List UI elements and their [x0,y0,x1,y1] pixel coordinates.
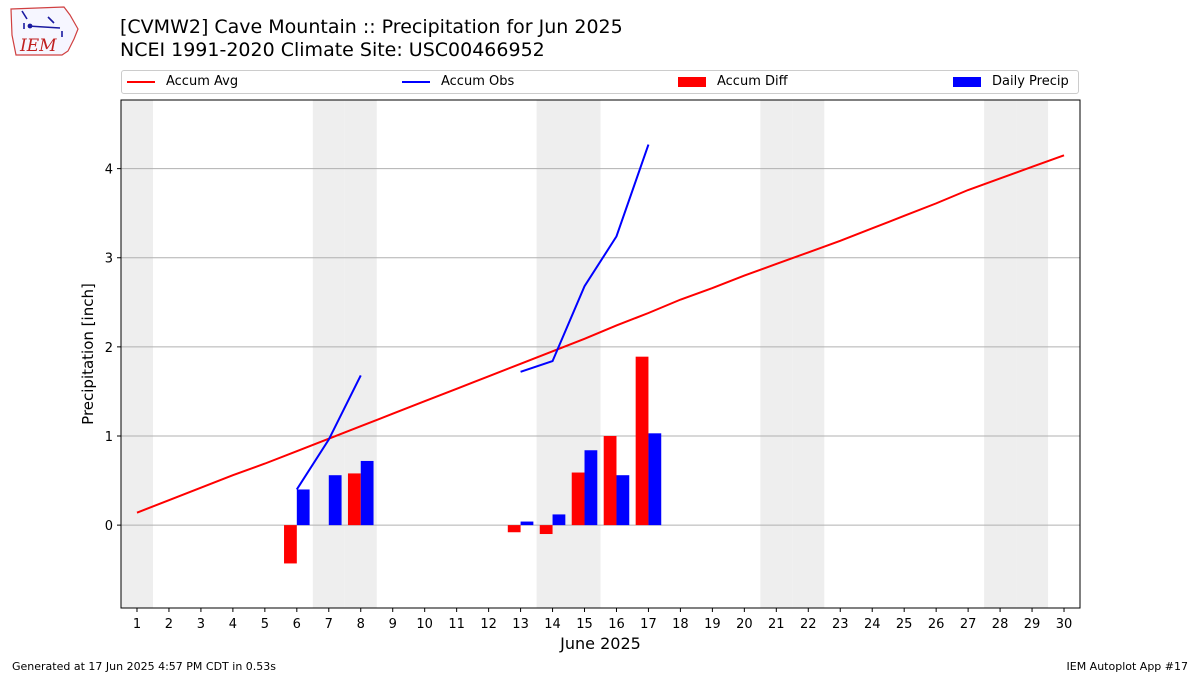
xtick-label-4: 4 [229,617,237,632]
bar-daily-precip-day-8 [360,460,374,526]
ytick-label-2: 2 [105,341,113,356]
legend-swatch-accum-obs [402,80,430,83]
xtick-label-19: 19 [704,617,721,632]
xtick-label-26: 26 [928,617,945,632]
xtick-label-3: 3 [197,617,205,632]
weekend-shade-day-28 [984,100,1017,608]
legend: Accum Avg Accum Obs Accum Diff Daily Pre… [121,70,1079,94]
x-axis-label: June 2025 [559,634,641,653]
xtick-label-8: 8 [357,617,365,632]
xtick-label-1: 1 [133,617,141,632]
bar-daily-precip-day-7 [328,475,342,526]
xtick-label-12: 12 [480,617,497,632]
ytick-label-0: 0 [105,519,113,534]
weekend-shade-day-15 [568,100,601,608]
xtick-label-17: 17 [640,617,657,632]
footer-generated: Generated at 17 Jun 2025 4:57 PM CDT in … [12,660,277,673]
bar-accum-diff-day-17 [635,356,649,526]
iem-logo: IEM [10,6,79,56]
bar-accum-diff-day-13 [507,525,521,533]
legend-label-accum-obs: Accum Obs [441,74,515,89]
xtick-label-10: 10 [416,617,433,632]
legend-label-accum-avg: Accum Avg [166,74,239,89]
bar-accum-diff-day-14 [539,525,553,535]
weekend-shade-day-1 [121,100,153,608]
legend-swatch-daily-precip [953,76,981,87]
ytick-label-4: 4 [105,163,113,178]
line-accum-obs-segment-1 [295,374,362,491]
footer-app: IEM Autoplot App #17 [1066,660,1189,673]
bar-daily-precip-day-17 [648,433,662,526]
bar-accum-diff-day-16 [603,435,617,526]
plot-frame [120,99,1081,609]
xtick-label-15: 15 [576,617,593,632]
xtick-label-22: 22 [800,617,817,632]
legend-swatch-accum-avg [127,80,155,83]
xtick-label-14: 14 [544,617,561,632]
xtick-label-27: 27 [960,617,977,632]
line-accum-avg [136,154,1065,514]
legend-label-daily-precip: Daily Precip [992,74,1069,89]
xtick-label-25: 25 [896,617,913,632]
bar-accum-diff-day-8 [347,473,361,526]
xtick-label-29: 29 [1024,617,1041,632]
xtick-label-11: 11 [448,617,465,632]
bar-accum-diff-day-6 [284,525,297,564]
chart-subtitle: NCEI 1991-2020 Climate Site: USC00466952 [120,39,545,61]
legend-item-daily-precip: Daily Precip [953,74,1069,89]
xtick-label-9: 9 [389,617,397,632]
xtick-label-5: 5 [261,617,269,632]
bar-daily-precip-day-16 [616,475,630,526]
y-axis-label: Precipitation [inch] [79,283,97,425]
legend-swatch-accum-diff [678,76,706,87]
ytick-label-3: 3 [105,252,113,267]
bar-daily-precip-day-13 [520,521,534,526]
legend-item-accum-avg: Accum Avg [127,74,238,89]
weekend-shade-day-21 [760,100,793,608]
weekend-shade-day-8 [344,100,377,608]
xtick-label-13: 13 [512,617,529,632]
legend-item-accum-diff: Accum Diff [678,74,788,89]
xtick-label-2: 2 [165,617,173,632]
weekend-shade-day-7 [312,100,345,608]
xtick-label-20: 20 [736,617,753,632]
xtick-label-6: 6 [293,617,301,632]
bar-accum-diff-day-15 [571,472,585,526]
logo-text: IEM [19,36,57,56]
xtick-label-7: 7 [325,617,333,632]
legend-item-accum-obs: Accum Obs [402,74,514,89]
xtick-label-24: 24 [864,617,881,632]
weekend-shade-day-29 [1016,100,1049,608]
xtick-label-16: 16 [608,617,625,632]
xtick-label-30: 30 [1056,617,1073,632]
xtick-label-23: 23 [832,617,849,632]
line-accum-obs-segment-2 [520,144,650,373]
xtick-label-18: 18 [672,617,689,632]
weekend-shade-day-22 [792,100,825,608]
xtick-label-21: 21 [768,617,785,632]
legend-label-accum-diff: Accum Diff [717,74,788,89]
chart-title: [CVMW2] Cave Mountain :: Precipitation f… [120,16,623,38]
bar-daily-precip-day-6 [296,489,310,526]
bar-daily-precip-day-14 [552,514,566,526]
ytick-label-1: 1 [105,430,113,445]
bar-daily-precip-day-15 [584,450,598,526]
xtick-label-28: 28 [992,617,1009,632]
